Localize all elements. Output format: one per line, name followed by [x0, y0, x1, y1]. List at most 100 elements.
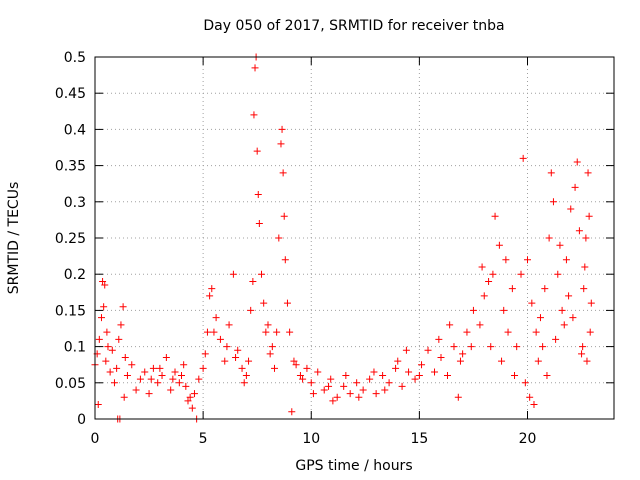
data-point	[234, 346, 242, 354]
y-tick-label: 0.45	[55, 86, 86, 102]
data-point	[521, 379, 529, 387]
data-point	[232, 353, 240, 361]
data-point	[97, 314, 105, 322]
data-point	[549, 198, 557, 206]
data-point	[554, 270, 562, 278]
plot-frame	[94, 56, 615, 420]
data-point	[415, 372, 423, 380]
data-point	[519, 154, 527, 162]
data-point	[502, 256, 510, 264]
data-point	[147, 375, 155, 383]
data-point	[545, 234, 553, 242]
data-point	[255, 220, 263, 228]
data-point	[353, 379, 361, 387]
data-point	[372, 390, 380, 398]
data-point	[250, 111, 258, 119]
data-point	[154, 379, 162, 387]
data-point	[203, 328, 211, 336]
data-point	[113, 364, 121, 372]
data-point	[558, 306, 566, 314]
data-point	[381, 386, 389, 394]
data-point	[581, 263, 589, 271]
data-point	[121, 353, 129, 361]
y-tick-label: 0.05	[55, 376, 86, 392]
data-point	[587, 299, 595, 307]
data-point	[104, 343, 112, 351]
data-point	[273, 328, 281, 336]
data-point	[580, 285, 588, 293]
data-point	[355, 393, 363, 401]
x-tick-label: 10	[302, 431, 320, 447]
data-point	[182, 382, 190, 390]
data-point	[221, 357, 229, 365]
data-point	[543, 372, 551, 380]
y-tick-label: 0.2	[64, 267, 86, 283]
data-point	[539, 343, 547, 351]
data-point	[119, 303, 127, 311]
x-axis-title: GPS time / hours	[295, 458, 412, 474]
data-point	[199, 364, 207, 372]
data-point	[175, 379, 183, 387]
data-point	[141, 368, 149, 376]
data-point	[266, 350, 274, 358]
data-point	[491, 212, 499, 220]
data-point	[418, 361, 426, 369]
data-point	[467, 343, 475, 351]
data-point	[459, 350, 467, 358]
data-point	[136, 375, 144, 383]
y-tick-label: 0.15	[55, 303, 86, 319]
data-point	[260, 299, 268, 307]
data-point	[346, 390, 354, 398]
data-point	[278, 125, 286, 133]
data-point	[435, 335, 443, 343]
data-point	[167, 386, 175, 394]
data-point	[238, 364, 246, 372]
y-tick-label: 0	[77, 412, 86, 428]
data-point	[446, 321, 454, 329]
data-point	[411, 375, 419, 383]
data-point	[437, 353, 445, 361]
data-point	[402, 346, 410, 354]
data-point	[264, 321, 272, 329]
data-point	[575, 227, 583, 235]
data-point	[251, 64, 259, 72]
data-point	[583, 357, 591, 365]
data-point	[584, 169, 592, 177]
data-point	[101, 281, 109, 289]
data-point	[258, 270, 266, 278]
data-point	[303, 364, 311, 372]
data-point	[277, 140, 285, 148]
data-point	[586, 328, 594, 336]
data-point	[567, 205, 575, 213]
data-point	[223, 343, 231, 351]
data-point	[281, 256, 289, 264]
data-point	[307, 379, 315, 387]
data-point	[454, 393, 462, 401]
data-point	[208, 285, 216, 293]
data-point	[476, 321, 484, 329]
x-tick-label: 0	[91, 431, 100, 447]
y-tick-label: 0.3	[64, 195, 86, 211]
data-point	[320, 386, 328, 394]
y-axis-title: SRMTID / TECUs	[6, 182, 22, 295]
data-point	[195, 375, 203, 383]
data-point	[296, 372, 304, 380]
data-point	[359, 386, 367, 394]
y-tick-label: 0.35	[55, 159, 86, 175]
data-point	[262, 328, 270, 336]
data-point	[156, 364, 164, 372]
data-point	[102, 357, 110, 365]
data-point	[443, 372, 451, 380]
data-point	[480, 292, 488, 300]
data-point	[500, 306, 508, 314]
data-point	[314, 368, 322, 376]
data-point	[405, 368, 413, 376]
data-point	[569, 314, 577, 322]
data-point	[562, 256, 570, 264]
data-point	[517, 270, 525, 278]
data-point	[398, 382, 406, 390]
data-point	[178, 372, 185, 380]
data-point	[188, 404, 196, 412]
data-point	[254, 191, 262, 199]
